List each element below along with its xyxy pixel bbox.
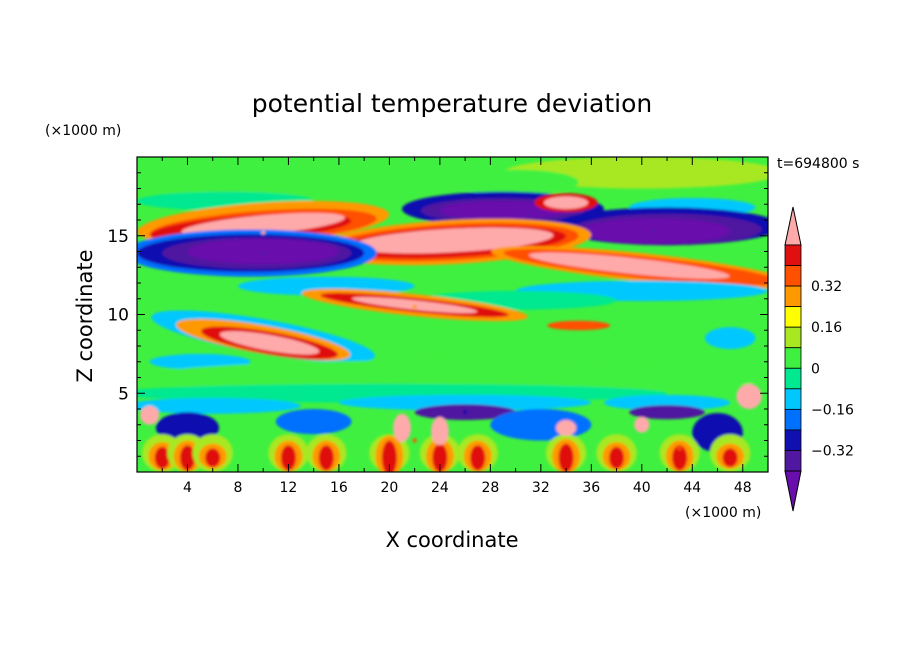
plume <box>205 448 221 468</box>
colorbar-label: 0 <box>811 361 820 377</box>
y-tick-label: 15 <box>107 227 129 247</box>
colorbar-swatch <box>784 306 802 328</box>
x-tick-label: 36 <box>582 480 600 496</box>
colorbar: 0.32 0.16 0 −0.16 −0.32 <box>784 206 854 512</box>
plume <box>154 446 170 469</box>
feature-point <box>526 213 531 218</box>
field-blob <box>634 416 650 433</box>
x-tick-label: 16 <box>330 480 348 496</box>
y-tick-label: 5 <box>118 384 129 404</box>
x-tick-label: 4 <box>183 480 192 496</box>
x-tick-label: 48 <box>734 480 752 496</box>
warm-anomaly <box>219 331 320 355</box>
plume <box>722 448 738 468</box>
plume <box>432 443 448 472</box>
plume <box>470 445 486 471</box>
y-axis: 5 10 15 <box>107 172 768 457</box>
field-blob <box>137 161 352 197</box>
feature-point <box>652 228 657 234</box>
feature-point <box>412 304 417 309</box>
field-blob <box>543 196 589 209</box>
feature-point <box>626 261 632 267</box>
x-tick-label: 44 <box>683 480 701 496</box>
field-blob <box>338 394 592 411</box>
field-blob <box>393 413 411 443</box>
field-blob <box>140 405 160 425</box>
x-axis: 4 8 12 16 20 24 28 32 36 40 44 48 <box>161 157 752 496</box>
field-blob <box>452 169 579 195</box>
y-tick-label: 10 <box>107 306 129 326</box>
plume <box>280 445 297 471</box>
colorbar-swatch <box>784 450 802 472</box>
field-blob <box>704 327 756 350</box>
x-tick-label: 32 <box>532 480 550 496</box>
colorbar-top-arrow <box>784 206 802 246</box>
field-blob <box>137 397 302 414</box>
cold-anomaly <box>439 201 567 220</box>
field-blob <box>439 344 592 361</box>
field-blob <box>547 320 611 331</box>
x-tick-label: 8 <box>233 480 242 496</box>
field-blob <box>555 420 577 436</box>
colorbar-swatch <box>784 429 802 451</box>
plume <box>608 446 625 469</box>
colorbar-swatch <box>784 326 802 349</box>
field-contours <box>137 157 768 472</box>
plume <box>381 440 397 472</box>
colorbar-label: 0.32 <box>811 279 842 295</box>
feature-point <box>450 236 455 242</box>
plume <box>318 445 334 471</box>
field-blob <box>736 383 762 409</box>
x-tick-label: 40 <box>633 480 651 496</box>
field-blob <box>629 405 705 420</box>
x-axis-title: X coordinate <box>385 528 518 552</box>
x-unit-label: (×1000 m) <box>685 505 761 521</box>
feature-point <box>677 446 682 451</box>
plume <box>672 445 688 471</box>
feature-point <box>261 230 266 235</box>
colorbar-bottom-arrow <box>784 470 802 512</box>
colorbar-swatch <box>784 347 802 369</box>
colorbar-label: −0.32 <box>811 443 854 459</box>
feature-point <box>261 343 266 349</box>
x-tick-label: 24 <box>431 480 449 496</box>
colorbar-swatch <box>784 244 802 266</box>
colorbar-label: −0.16 <box>811 402 854 418</box>
x-tick-label: 12 <box>280 480 298 496</box>
field-blob <box>431 416 449 446</box>
colorbar-swatch <box>784 285 802 308</box>
colorbar-label: 0.16 <box>811 320 842 336</box>
heatmap-field <box>137 157 768 472</box>
time-label: t=694800 s <box>777 156 859 172</box>
colorbar-swatch <box>784 388 802 410</box>
field-blob <box>490 409 592 441</box>
field-blob <box>275 409 352 435</box>
colorbar-swatch <box>784 367 802 390</box>
field-blob <box>603 394 731 411</box>
feature-point <box>261 250 266 256</box>
x-tick-label: 20 <box>380 480 398 496</box>
field-blob <box>155 412 220 444</box>
chart-title: potential temperature deviation <box>252 89 652 118</box>
plume <box>179 445 196 471</box>
plume <box>558 443 574 472</box>
y-unit-label: (×1000 m) <box>45 123 121 139</box>
feature-point <box>412 438 417 443</box>
x-tick-label: 28 <box>481 480 499 496</box>
colorbar-swatch <box>784 265 802 287</box>
feature-point <box>462 409 468 415</box>
colorbar-swatch <box>784 408 802 431</box>
y-axis-title: Z coordinate <box>73 249 97 382</box>
